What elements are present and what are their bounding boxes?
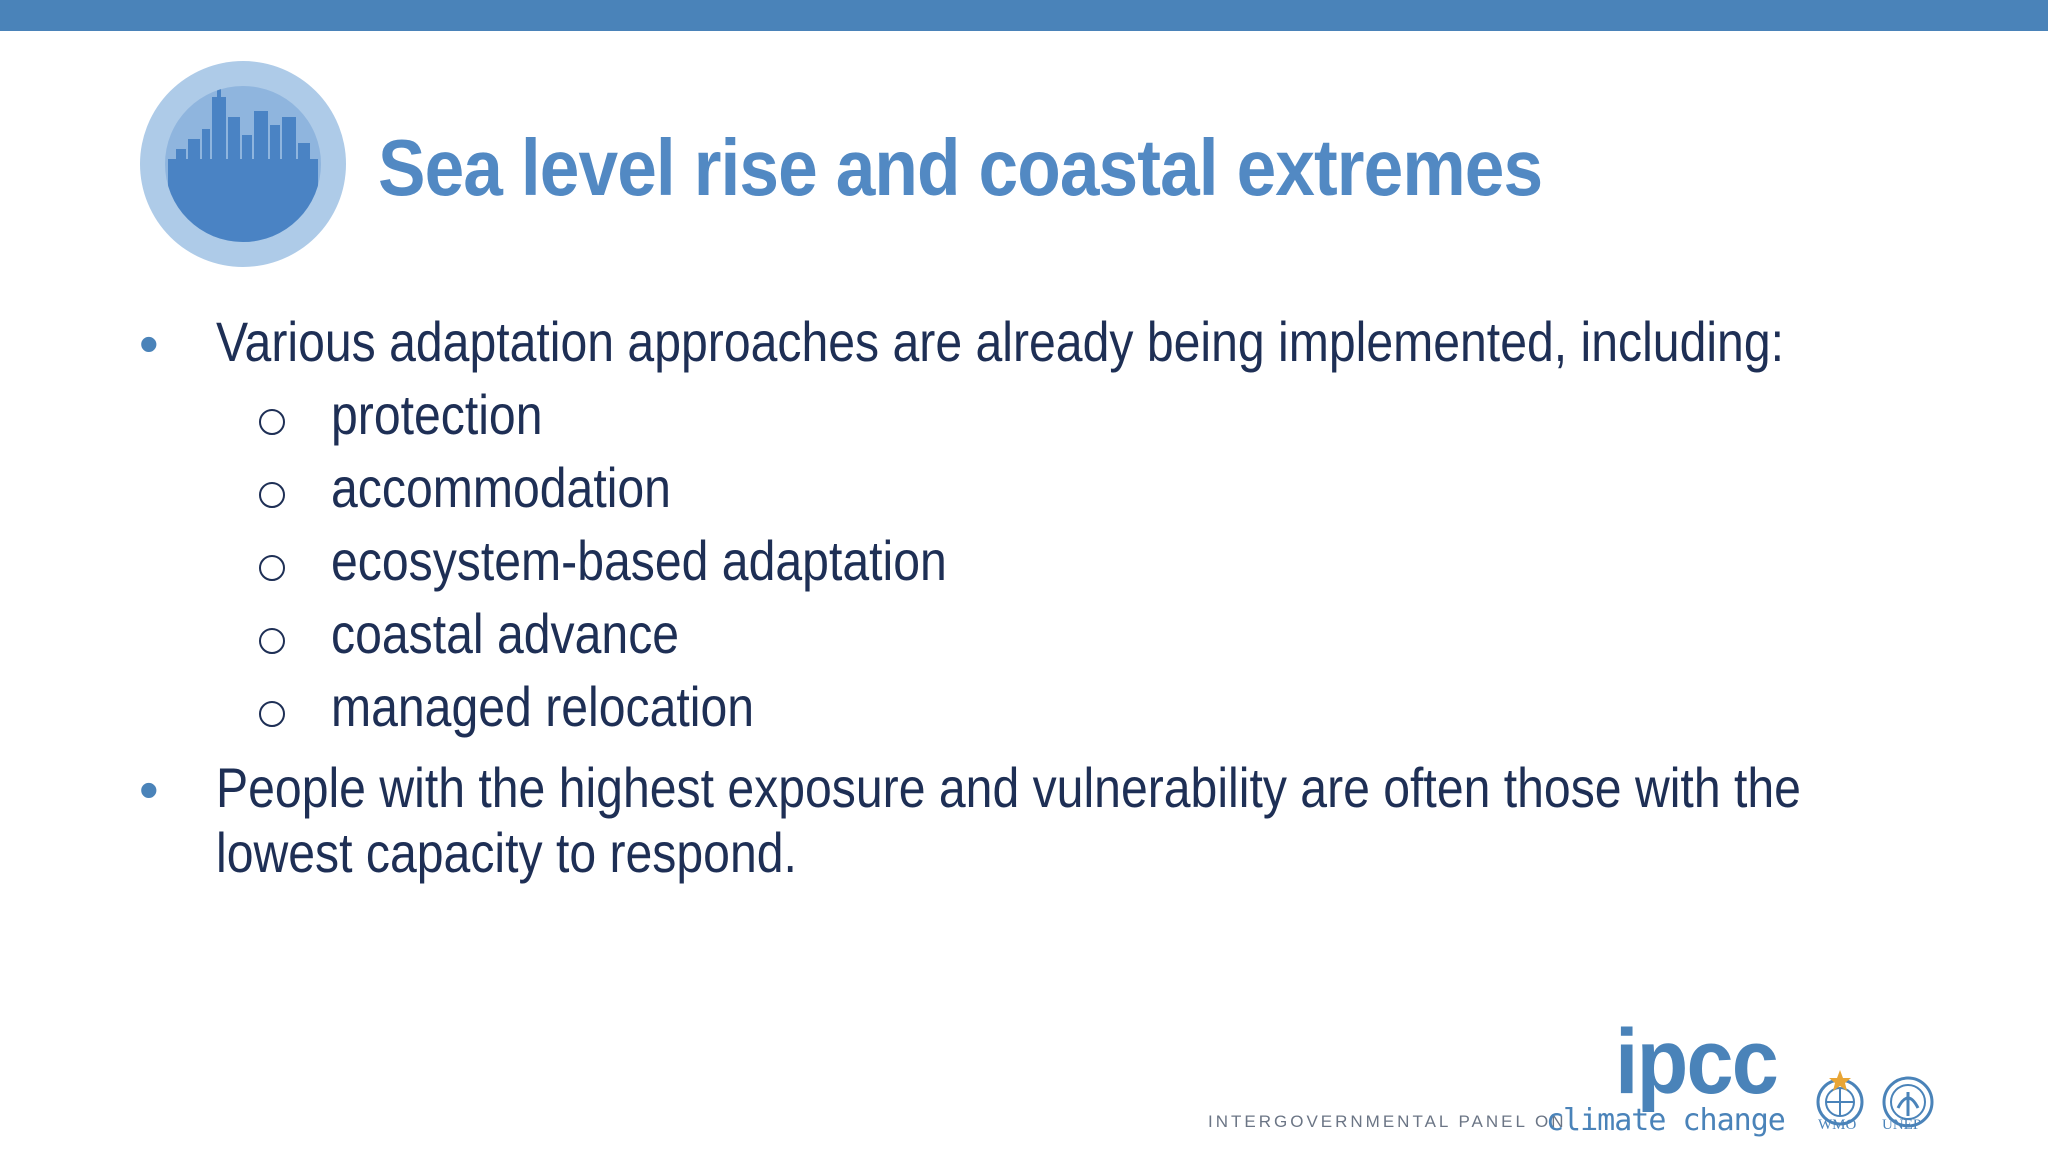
slide-title: Sea level rise and coastal extremes xyxy=(378,123,1543,212)
unep-emblem-icon xyxy=(1882,1076,1934,1128)
ipcc-full-name-suffix: climate change xyxy=(1546,1103,1786,1138)
bullet-2-text-line2: lowest capacity to respond. xyxy=(216,821,797,884)
bullet-marker: • xyxy=(139,312,159,375)
sub-bullet-marker xyxy=(259,409,285,435)
sub-item-accommodation: accommodation xyxy=(331,456,671,519)
top-accent-bar xyxy=(0,0,2048,31)
unep-label: UNEP xyxy=(1882,1117,1922,1133)
city-skyline-icon xyxy=(140,61,346,267)
sub-item-protection: protection xyxy=(331,383,543,446)
bullet-marker: • xyxy=(139,758,159,821)
sub-bullet-marker xyxy=(259,628,285,654)
sub-item-managed-relocation: managed relocation xyxy=(331,675,755,738)
sub-bullet-marker xyxy=(259,482,285,508)
ipcc-full-name-prefix: INTERGOVERNMENTAL PANEL ON xyxy=(1208,1112,1567,1131)
ipcc-logo-wordmark: ipcc xyxy=(1615,1011,1779,1113)
sub-bullet-marker xyxy=(259,555,285,581)
sub-item-ecosystem: ecosystem-based adaptation xyxy=(331,529,947,592)
bullet-1-text: Various adaptation approaches are alread… xyxy=(216,310,1785,373)
wmo-label: WMO xyxy=(1818,1117,1857,1133)
sub-item-coastal-advance: coastal advance xyxy=(331,602,680,665)
sub-bullet-marker xyxy=(259,701,285,727)
wmo-emblem-icon xyxy=(1816,1070,1864,1126)
bullet-2-text-line1: People with the highest exposure and vul… xyxy=(216,756,1801,819)
